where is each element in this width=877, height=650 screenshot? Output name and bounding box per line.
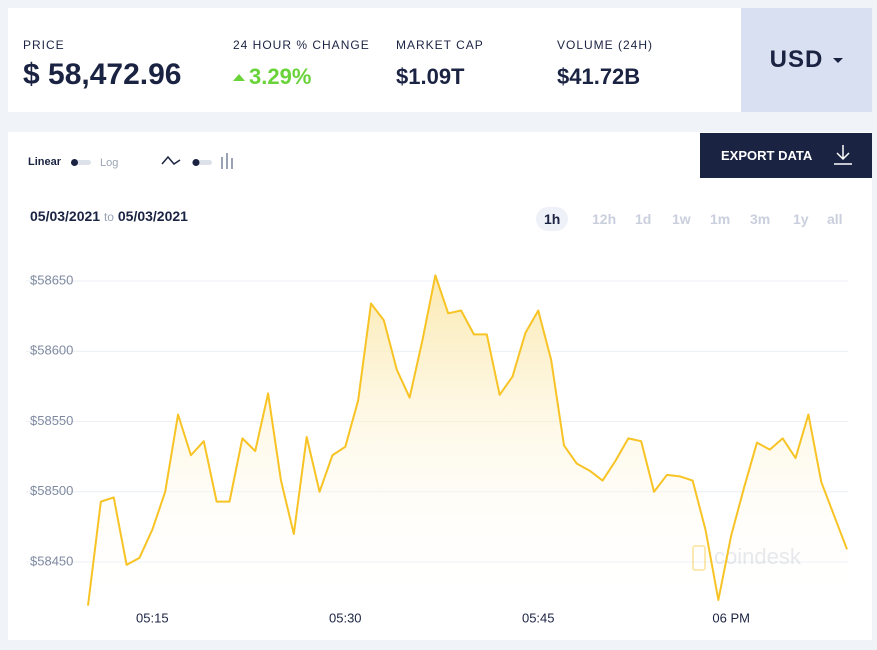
x-tick-label: 06 PM (712, 610, 750, 625)
range-button[interactable]: 12h (592, 211, 617, 227)
x-tick-label: 05:15 (136, 610, 169, 625)
currency-select[interactable]: USD (741, 8, 872, 112)
area (88, 275, 847, 606)
x-tick-label: 05:45 (522, 610, 555, 625)
y-tick-label: $58650 (30, 272, 73, 287)
line-icon (161, 155, 181, 165)
stat: MARKET CAP $1.09T (396, 38, 484, 90)
caret (833, 57, 844, 63)
bar-icon (226, 153, 228, 169)
watermark: coindesk (692, 544, 802, 571)
export-button[interactable]: EXPORT DATA (700, 133, 872, 178)
range-button[interactable]: 1w (672, 211, 691, 227)
watermark-logo (692, 545, 706, 571)
stat-value: 3.29% (249, 64, 312, 89)
currency: USD (769, 46, 824, 73)
range-button[interactable]: 1y (793, 211, 809, 227)
y-tick-label: $58500 (30, 483, 73, 498)
scale-toggle[interactable] (71, 159, 91, 166)
bar-icon (231, 158, 233, 169)
bar-icon (221, 157, 223, 169)
toggle-knob (192, 159, 200, 166)
stat-value: $ 58,472.96 (23, 58, 182, 91)
date-to: 05/03/2021 (117, 208, 188, 224)
stat-value: $41.72B (557, 64, 641, 89)
scale-log[interactable]: Log (100, 157, 119, 169)
chart-type-toggle[interactable] (160, 150, 240, 174)
stat-label: 24 HOUR % CHANGE (233, 38, 370, 52)
range-button[interactable]: 3m (750, 211, 771, 227)
stat-label: VOLUME (24H) (557, 38, 654, 52)
stats-panel: PRICE $ 58,472.96 24 HOUR % CHANGE 3.29%… (8, 8, 741, 112)
range-button[interactable]: 1m (710, 211, 731, 227)
export-label: EXPORT DATA (721, 148, 813, 163)
stat-label: MARKET CAP (396, 38, 484, 52)
stat: 24 HOUR % CHANGE 3.29% (233, 38, 370, 90)
y-tick-label: $58600 (30, 343, 73, 358)
price-line (87, 274, 848, 606)
up-arrow (233, 74, 245, 81)
scale-linear[interactable]: Linear (28, 156, 62, 168)
date-sep: to (103, 210, 114, 224)
download-icon (834, 145, 852, 165)
x-tick-label: 05:30 (329, 610, 362, 625)
range-button[interactable]: 1h (536, 207, 569, 231)
range-button[interactable]: all (827, 211, 843, 227)
y-tick-label: $58450 (30, 553, 73, 568)
stat-label: PRICE (23, 38, 65, 52)
toggle-knob (71, 159, 78, 166)
stat-value: $1.09T (396, 64, 465, 89)
range-button[interactable]: 1d (635, 211, 652, 227)
date-range: 05/03/2021 to 05/03/2021 (30, 208, 188, 224)
y-tick-label: $58550 (30, 413, 73, 428)
stat: PRICE $ 58,472.96 (23, 38, 181, 92)
date-from: 05/03/2021 (30, 208, 101, 224)
stat: VOLUME (24H) $41.72B (557, 38, 653, 90)
stat-change: 3.29% (233, 64, 370, 90)
